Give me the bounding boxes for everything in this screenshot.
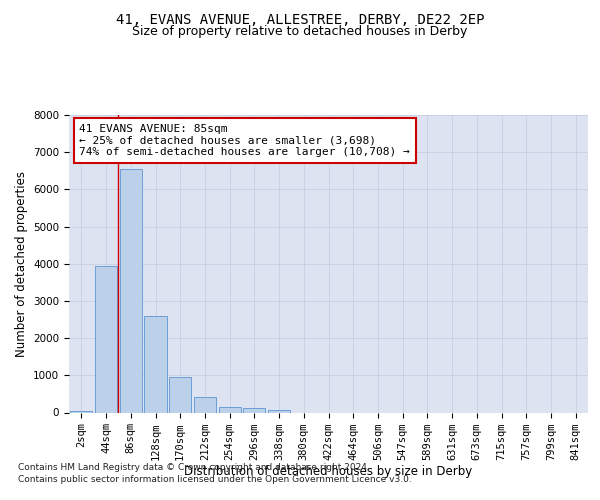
X-axis label: Distribution of detached houses by size in Derby: Distribution of detached houses by size … (184, 466, 473, 478)
Text: Contains HM Land Registry data © Crown copyright and database right 2024.: Contains HM Land Registry data © Crown c… (18, 462, 370, 471)
Bar (243, 408, 265, 412)
Bar (218, 406, 241, 412)
Text: 41 EVANS AVENUE: 85sqm
← 25% of detached houses are smaller (3,698)
74% of semi-: 41 EVANS AVENUE: 85sqm ← 25% of detached… (79, 124, 410, 157)
Bar (95, 266, 117, 412)
Bar (268, 410, 290, 412)
Bar (70, 410, 92, 412)
Y-axis label: Number of detached properties: Number of detached properties (14, 171, 28, 357)
Bar (119, 169, 142, 412)
Text: Size of property relative to detached houses in Derby: Size of property relative to detached ho… (133, 25, 467, 38)
Text: 41, EVANS AVENUE, ALLESTREE, DERBY, DE22 2EP: 41, EVANS AVENUE, ALLESTREE, DERBY, DE22… (116, 12, 484, 26)
Text: Contains public sector information licensed under the Open Government Licence v3: Contains public sector information licen… (18, 475, 412, 484)
Bar (194, 397, 216, 412)
Bar (169, 377, 191, 412)
Bar (145, 316, 167, 412)
